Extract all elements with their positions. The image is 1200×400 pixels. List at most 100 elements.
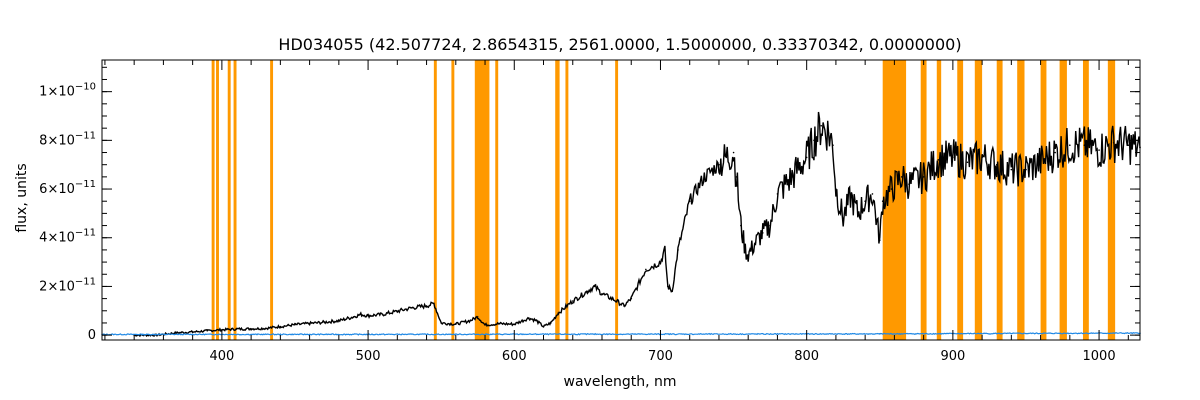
flux-data-point — [835, 188, 837, 190]
flux-data-point — [776, 193, 779, 195]
flux-data-point — [744, 249, 747, 251]
flux-data-point — [659, 261, 662, 263]
flux-data-point — [630, 297, 633, 300]
flux-data-point — [593, 285, 596, 288]
masked-band — [433, 60, 437, 340]
flux-data-point — [411, 307, 413, 309]
y-tick-label: 2×10−11 — [39, 276, 96, 294]
masked-band — [882, 60, 907, 340]
flux-data-point — [857, 212, 859, 215]
y-axis-title: flux, units — [14, 163, 30, 232]
x-tick-label: 400 — [209, 349, 234, 364]
y-axis: 0 2×10−11 4×10−11 6×10−11 8×10−11 1×10−10 — [39, 66, 1140, 343]
x-axis: 400 500 600 700 800 900 1000 — [104, 60, 1129, 364]
flux-data-point — [1069, 144, 1071, 147]
flux-data-point — [645, 268, 647, 271]
masked-band — [227, 60, 231, 340]
flux-data-point — [542, 325, 545, 328]
masked-band — [957, 60, 964, 340]
flux-data-point — [732, 151, 735, 154]
x-tick-label: 900 — [940, 349, 965, 364]
masked-band — [920, 60, 927, 340]
flux-series-line — [134, 111, 1141, 338]
flux-data-point — [454, 323, 457, 325]
flux-data-point — [191, 331, 194, 333]
flux-data-point — [908, 183, 910, 185]
masked-band — [936, 60, 942, 340]
flux-data-point — [1025, 168, 1027, 171]
flux-data-point — [703, 176, 706, 178]
masked-bands-layer — [211, 60, 1116, 340]
y-tick-label: 4×10−11 — [39, 228, 96, 246]
flux-data-point — [550, 322, 552, 324]
flux-data-point — [1112, 141, 1115, 144]
flux-data-point — [528, 317, 530, 319]
error-data-point — [878, 333, 881, 335]
flux-data-point — [308, 322, 311, 325]
x-axis-title: wavelength, nm — [564, 374, 677, 390]
flux-data-point — [623, 305, 625, 307]
masked-band — [474, 60, 490, 340]
flux-data-point — [718, 163, 720, 166]
flux-data-point — [177, 331, 179, 334]
flux-data-point — [433, 302, 435, 305]
flux-data-point — [878, 239, 881, 241]
masked-band — [974, 60, 983, 340]
flux-data-point — [864, 200, 866, 203]
x-tick-label: 700 — [648, 349, 673, 364]
flux-data-point — [352, 316, 355, 318]
flux-data-point — [966, 161, 969, 164]
flux-data-point — [279, 325, 282, 328]
masked-band — [451, 60, 455, 340]
flux-data-point — [615, 300, 618, 302]
flux-data-point — [952, 156, 954, 159]
flux-data-point — [381, 313, 384, 316]
flux-data-point — [206, 329, 209, 332]
flux-data-point — [735, 176, 738, 178]
flux-data-point — [937, 159, 940, 161]
flux-data-point — [425, 305, 428, 307]
y-tick-label: 6×10−11 — [39, 179, 96, 197]
flux-data-point — [664, 249, 666, 251]
flux-data-point — [995, 163, 998, 166]
flux-data-point — [476, 316, 479, 318]
flux-data-point — [981, 156, 983, 159]
flux-data-point — [1010, 168, 1013, 171]
flux-data-point — [762, 232, 764, 234]
flux-data-point — [338, 319, 340, 322]
flux-data-point — [484, 324, 486, 326]
flux-data-point — [235, 328, 238, 330]
flux-data-point — [557, 312, 559, 315]
chart-title: HD034055 (42.507724, 2.8654315, 2561.000… — [278, 35, 961, 54]
flux-data-point — [769, 224, 771, 227]
x-tick-label: 600 — [502, 349, 527, 364]
flux-data-point — [264, 327, 267, 330]
flux-data-point — [842, 217, 845, 220]
flux-data-point — [601, 292, 603, 295]
flux-data-point — [671, 290, 673, 293]
masked-band — [270, 60, 274, 340]
flux-data-point — [827, 132, 830, 134]
flux-data-point — [440, 322, 442, 324]
flux-data-point — [498, 322, 501, 325]
flux-data-point — [1039, 161, 1042, 164]
flux-data-point — [881, 200, 884, 203]
flux-data-point — [754, 241, 757, 244]
flux-data-point — [725, 156, 728, 159]
flux-data-point — [250, 328, 252, 330]
flux-data-point — [666, 285, 669, 288]
flux-data-point — [359, 313, 362, 316]
flux-data-point — [535, 319, 538, 322]
flux-data-point — [849, 195, 852, 198]
error-series-line — [101, 332, 1141, 336]
flux-data-point — [805, 156, 808, 159]
masked-band — [1040, 60, 1047, 340]
flux-data-point — [871, 193, 874, 195]
masked-band — [555, 60, 560, 340]
masked-band — [1017, 60, 1025, 340]
flux-data-point — [791, 176, 793, 178]
flux-data-point — [1054, 151, 1057, 154]
flux-data-point — [1098, 149, 1100, 151]
y-tick-label: 0 — [88, 328, 96, 343]
